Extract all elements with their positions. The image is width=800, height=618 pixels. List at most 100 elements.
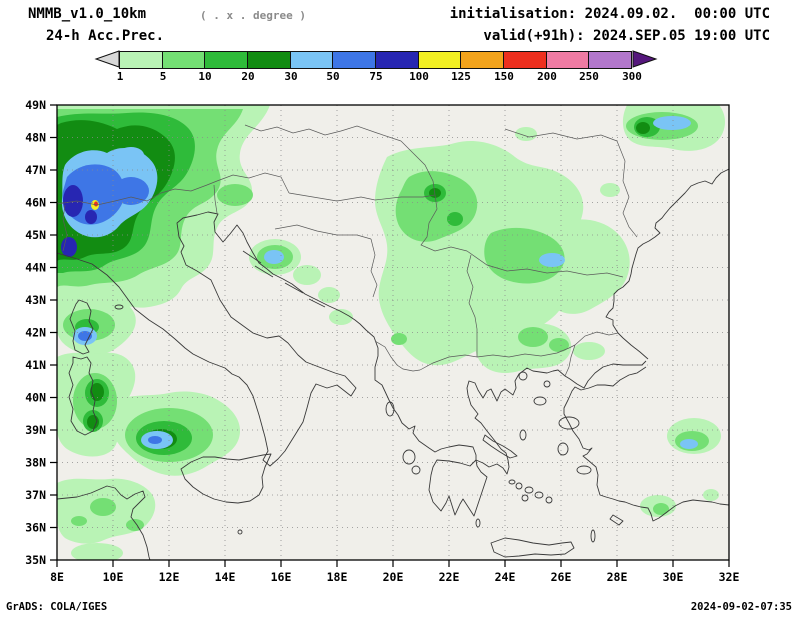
precip-contour — [653, 116, 691, 130]
precip-contour — [85, 210, 97, 224]
x-tick-label: 18E — [327, 570, 348, 584]
country-borders — [57, 124, 638, 377]
island-euboea — [482, 434, 518, 459]
x-tick-label: 10E — [103, 570, 124, 584]
precip-contour — [87, 415, 99, 429]
islands-dalmatia — [242, 250, 326, 308]
colorbar-label: 50 — [326, 70, 340, 83]
colorbar-label: 150 — [494, 70, 514, 83]
precip-contour — [118, 147, 144, 163]
colorbar-label: 200 — [537, 70, 557, 83]
model-title: NMMB_v1.0_10km — [28, 6, 147, 22]
x-tick-label: 8E — [50, 570, 64, 584]
precip-contour — [518, 327, 548, 347]
island-sicily — [180, 453, 272, 504]
y-tick-label: 44N — [25, 261, 46, 275]
x-tick-label: 30E — [663, 570, 684, 584]
island-sardinia — [68, 356, 98, 436]
y-tick-label: 46N — [25, 196, 46, 210]
init-time: initialisation: 2024.09.02. 00:00 UTC — [449, 6, 770, 22]
y-tick-label: 48N — [25, 131, 46, 145]
y-tick-label: 45N — [25, 228, 46, 242]
precip-contour — [61, 237, 77, 257]
island-rhodes — [609, 514, 624, 526]
axis-ticks-left — [50, 104, 57, 561]
colorbar-cell — [332, 51, 377, 69]
precip-contour — [113, 177, 149, 205]
grid-resolution-note: ( . x . degree ) — [200, 9, 306, 22]
precip-contour — [329, 309, 353, 325]
x-tick-label: 24E — [495, 570, 516, 584]
valid-time: valid(+91h): 2024.SEP.05 19:00 UTC — [483, 28, 770, 44]
colorbar-cell — [460, 51, 505, 69]
precip-contour — [71, 516, 87, 526]
island-crete — [490, 537, 575, 558]
colorbar-label: 300 — [622, 70, 642, 83]
colorbar-label: 250 — [579, 70, 599, 83]
colorbar-label: 1 — [116, 70, 124, 83]
precip-contour — [680, 439, 698, 449]
y-tick-label: 47N — [25, 163, 46, 177]
colorbar-cell — [247, 51, 291, 69]
y-axis-labels: 49N 48N 47N 46N 45N 44N 43N 42N 41N 40N … — [25, 98, 46, 567]
precip-contour — [447, 212, 463, 226]
colorbar-label: 100 — [409, 70, 429, 83]
colorbar-cell — [204, 51, 249, 69]
precip-contour — [515, 127, 537, 141]
y-tick-label: 39N — [25, 423, 46, 437]
x-tick-label: 16E — [271, 570, 292, 584]
y-tick-label: 40N — [25, 391, 46, 405]
colorbar: 1 5 10 20 30 50 75 100 125 150 200 250 3… — [94, 50, 658, 86]
colorbar-cell — [417, 51, 462, 69]
y-tick-label: 37N — [25, 488, 46, 502]
colorbar-left-arrow-icon — [94, 50, 120, 68]
colorbar-cell — [545, 51, 590, 69]
creation-timestamp: 2024-09-02-07:35 — [690, 601, 792, 613]
precip-contour — [573, 342, 605, 360]
precip-contour — [636, 122, 650, 134]
precip-contour — [126, 519, 144, 531]
grid-lines — [57, 105, 729, 560]
precip-contour — [549, 338, 569, 352]
precip-contour — [600, 183, 620, 197]
precip-contour — [148, 436, 162, 444]
island-corsica — [69, 299, 94, 355]
x-tick-label: 20E — [383, 570, 404, 584]
coastline-turkey — [563, 366, 729, 522]
colorbar-label: 20 — [241, 70, 255, 83]
x-tick-label: 14E — [215, 570, 236, 584]
precip-contour — [539, 253, 565, 267]
colorbar-cell — [375, 51, 419, 69]
islands-aegean — [114, 304, 596, 543]
coastlines — [57, 168, 729, 560]
colorbar-cell — [588, 51, 633, 69]
y-tick-label: 43N — [25, 293, 46, 307]
precip-contour — [653, 503, 669, 515]
precip-map: 8E 10E 12E 14E 16E 18E 20E 22E 24E 26E 2… — [25, 98, 739, 584]
x-tick-label: 32E — [719, 570, 740, 584]
y-tick-label: 42N — [25, 326, 46, 340]
colorbar-label: 125 — [451, 70, 471, 83]
colorbar-cell — [119, 51, 163, 69]
precip-contour — [318, 287, 340, 303]
product-label: 24-h Acc.Prec. — [46, 28, 165, 44]
precip-contour — [264, 250, 284, 264]
y-tick-label: 41N — [25, 358, 46, 372]
coastline-peloponnese — [428, 459, 488, 517]
colorbar-label: 10 — [198, 70, 212, 83]
colorbar-cell — [503, 51, 547, 69]
colorbar-cells — [119, 51, 633, 69]
precip-contour — [71, 543, 123, 560]
colorbar-cell — [289, 51, 334, 69]
y-tick-label: 36N — [25, 521, 46, 535]
colorbar-right-arrow-icon — [632, 50, 658, 68]
precip-contour — [484, 227, 565, 284]
x-tick-label: 12E — [159, 570, 180, 584]
x-tick-label: 26E — [551, 570, 572, 584]
precip-contour — [703, 489, 719, 501]
coastline-europe — [57, 211, 477, 467]
precip-contour — [293, 265, 321, 285]
colorbar-label: 75 — [369, 70, 383, 83]
x-axis-labels: 8E 10E 12E 14E 16E 18E 20E 22E 24E 26E 2… — [50, 570, 739, 584]
coastline-north-africa — [57, 485, 151, 560]
